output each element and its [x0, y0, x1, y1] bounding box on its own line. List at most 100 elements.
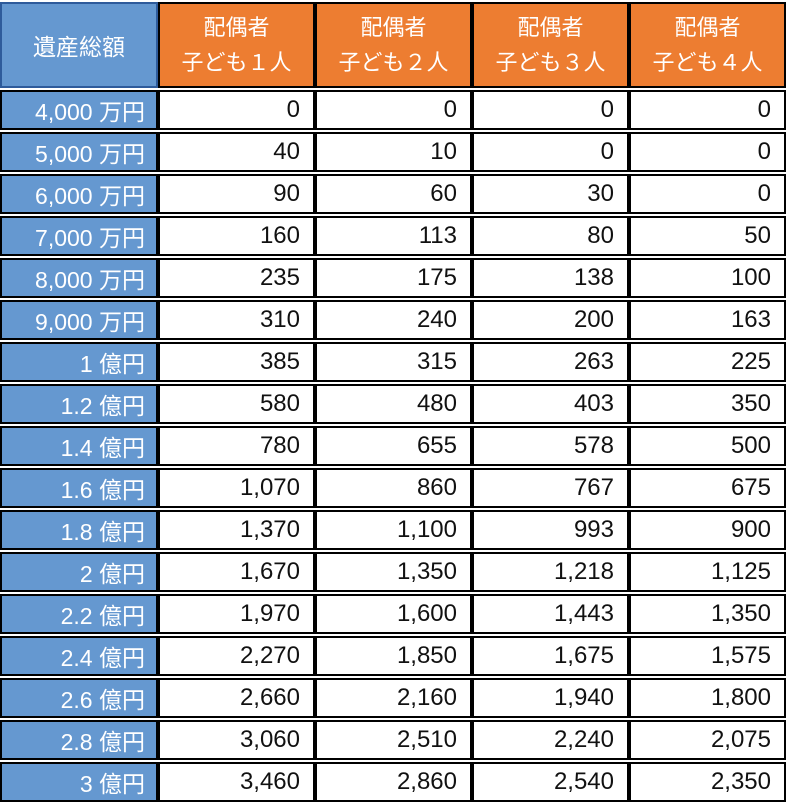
data-cell: 780: [158, 426, 315, 466]
data-cell: 175: [315, 258, 472, 298]
data-cell: 2,075: [629, 720, 786, 760]
row-label: 2.8 億円: [0, 720, 158, 760]
data-cell: 3,060: [158, 720, 315, 760]
data-cell: 0: [629, 132, 786, 172]
data-cell: 675: [629, 468, 786, 508]
row-label: 5,000 万円: [0, 132, 158, 172]
data-cell: 2,270: [158, 636, 315, 676]
table-row: 2 億円 1,670 1,350 1,218 1,125: [0, 552, 786, 592]
data-cell: 767: [472, 468, 629, 508]
data-cell: 350: [629, 384, 786, 424]
data-cell: 900: [629, 510, 786, 550]
data-cell: 2,660: [158, 678, 315, 718]
row-label: 1.8 億円: [0, 510, 158, 550]
data-cell: 235: [158, 258, 315, 298]
data-cell: 1,800: [629, 678, 786, 718]
row-label: 1.6 億円: [0, 468, 158, 508]
data-cell: 1,443: [472, 594, 629, 634]
data-cell: 10: [315, 132, 472, 172]
column-header-2-children: 配偶者 子ども２人: [315, 2, 472, 88]
row-label: 2.4 億円: [0, 636, 158, 676]
header-row: 遺産総額 配偶者 子ども１人 配偶者 子ども２人 配偶者 子ども３人 配偶者 子…: [0, 2, 786, 88]
table-row: 3 億円 3,460 2,860 2,540 2,350: [0, 762, 786, 802]
data-cell: 655: [315, 426, 472, 466]
table-row: 1.2 億円 580 480 403 350: [0, 384, 786, 424]
data-cell: 2,540: [472, 762, 629, 802]
row-label: 2.2 億円: [0, 594, 158, 634]
data-cell: 113: [315, 216, 472, 256]
data-cell: 0: [629, 174, 786, 214]
data-cell: 163: [629, 300, 786, 340]
data-cell: 1,850: [315, 636, 472, 676]
table-row: 9,000 万円 310 240 200 163: [0, 300, 786, 340]
data-cell: 1,675: [472, 636, 629, 676]
data-cell: 1,350: [629, 594, 786, 634]
data-cell: 240: [315, 300, 472, 340]
row-label: 7,000 万円: [0, 216, 158, 256]
column-header-line1: 配偶者: [517, 15, 584, 40]
table-row: 7,000 万円 160 113 80 50: [0, 216, 786, 256]
table-row: 2.4 億円 2,270 1,850 1,675 1,575: [0, 636, 786, 676]
data-cell: 0: [629, 90, 786, 130]
column-header-line2: 子ども２人: [338, 50, 449, 75]
table-row: 1 億円 385 315 263 225: [0, 342, 786, 382]
table-row: 6,000 万円 90 60 30 0: [0, 174, 786, 214]
data-cell: 1,670: [158, 552, 315, 592]
table-row: 2.6 億円 2,660 2,160 1,940 1,800: [0, 678, 786, 718]
data-cell: 80: [472, 216, 629, 256]
data-cell: 50: [629, 216, 786, 256]
data-cell: 160: [158, 216, 315, 256]
row-label: 2.6 億円: [0, 678, 158, 718]
data-cell: 1,218: [472, 552, 629, 592]
table-row: 4,000 万円 0 0 0 0: [0, 90, 786, 130]
data-cell: 2,350: [629, 762, 786, 802]
data-cell: 1,600: [315, 594, 472, 634]
data-cell: 385: [158, 342, 315, 382]
data-cell: 315: [315, 342, 472, 382]
data-cell: 860: [315, 468, 472, 508]
data-cell: 200: [472, 300, 629, 340]
data-cell: 1,970: [158, 594, 315, 634]
data-cell: 0: [472, 132, 629, 172]
row-label: 6,000 万円: [0, 174, 158, 214]
row-label: 3 億円: [0, 762, 158, 802]
data-cell: 100: [629, 258, 786, 298]
row-label: 9,000 万円: [0, 300, 158, 340]
data-cell: 500: [629, 426, 786, 466]
data-cell: 580: [158, 384, 315, 424]
data-cell: 1,070: [158, 468, 315, 508]
data-cell: 1,125: [629, 552, 786, 592]
data-cell: 2,860: [315, 762, 472, 802]
data-cell: 403: [472, 384, 629, 424]
row-label: 1.2 億円: [0, 384, 158, 424]
data-cell: 138: [472, 258, 629, 298]
table-row: 2.2 億円 1,970 1,600 1,443 1,350: [0, 594, 786, 634]
data-cell: 310: [158, 300, 315, 340]
data-cell: 1,370: [158, 510, 315, 550]
column-header-line2: 子ども４人: [652, 50, 763, 75]
table-body: 4,000 万円 0 0 0 0 5,000 万円 40 10 0 0 6,000 万円 90 60 30…: [0, 90, 786, 802]
data-cell: 3,460: [158, 762, 315, 802]
column-header-line2: 子ども３人: [495, 50, 606, 75]
data-cell: 1,350: [315, 552, 472, 592]
row-label: 1.4 億円: [0, 426, 158, 466]
column-header-line1: 配偶者: [360, 15, 427, 40]
corner-header-label: 遺産総額: [33, 34, 125, 60]
row-label: 2 億円: [0, 552, 158, 592]
data-cell: 1,575: [629, 636, 786, 676]
row-label: 1 億円: [0, 342, 158, 382]
table-row: 8,000 万円 235 175 138 100: [0, 258, 786, 298]
row-label: 4,000 万円: [0, 90, 158, 130]
data-cell: 578: [472, 426, 629, 466]
data-cell: 2,240: [472, 720, 629, 760]
data-cell: 1,940: [472, 678, 629, 718]
data-cell: 0: [472, 90, 629, 130]
table-row: 5,000 万円 40 10 0 0: [0, 132, 786, 172]
data-cell: 90: [158, 174, 315, 214]
data-cell: 225: [629, 342, 786, 382]
data-cell: 993: [472, 510, 629, 550]
data-cell: 30: [472, 174, 629, 214]
data-cell: 1,100: [315, 510, 472, 550]
column-header-1-child: 配偶者 子ども１人: [158, 2, 315, 88]
